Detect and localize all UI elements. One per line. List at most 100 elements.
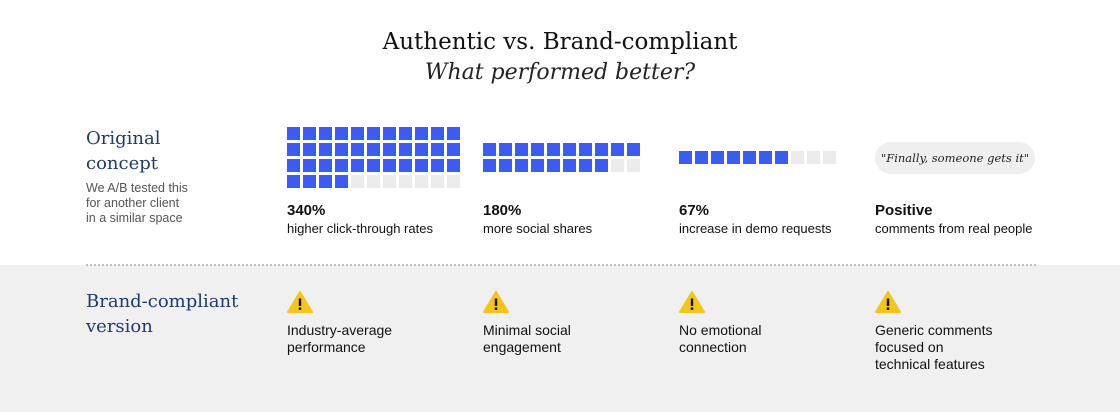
brand-result-3: No emotional connection xyxy=(679,322,829,356)
brand-result-4: Generic comments focused on technical fe… xyxy=(875,322,1025,373)
waffle-cell-filled xyxy=(579,159,592,172)
result-line: Industry-average xyxy=(287,322,393,338)
waffle-cell-empty xyxy=(823,151,836,164)
stat-label-shares: more social shares xyxy=(483,221,593,236)
waffle-cell-filled xyxy=(447,143,460,156)
waffle-cell-filled xyxy=(531,143,544,156)
waffle-cell-empty xyxy=(447,175,460,188)
stat-label-comments: comments from real people xyxy=(875,221,1033,236)
waffle-cell-filled xyxy=(319,143,332,156)
waffle-cell-filled xyxy=(367,127,380,140)
waffle-cell-filled xyxy=(319,175,332,188)
waffle-cell-filled xyxy=(287,175,300,188)
waffle-cell-filled xyxy=(287,127,300,140)
stat-label-demo: increase in demo requests xyxy=(679,221,832,236)
brand-compliant-band xyxy=(0,265,1120,412)
brand-result-2: Minimal social engagement xyxy=(483,322,633,356)
stat-value-comments: Positive xyxy=(875,202,933,219)
waffle-cell-filled xyxy=(531,159,544,172)
original-note: We A/B tested this for another client in… xyxy=(86,181,216,226)
brand-label-line2: version xyxy=(86,316,153,337)
waffle-cell-filled xyxy=(335,127,348,140)
waffle-cell-filled xyxy=(351,143,364,156)
waffle-chart-social-shares xyxy=(483,143,640,172)
waffle-cell-empty xyxy=(415,175,428,188)
brand-result-1: Industry-average performance xyxy=(287,322,437,356)
waffle-cell-filled xyxy=(399,159,412,172)
waffle-cell-filled xyxy=(515,159,528,172)
waffle-cell-empty xyxy=(791,151,804,164)
note-line3: in a similar space xyxy=(86,211,183,225)
warning-icon xyxy=(875,291,901,313)
waffle-cell-filled xyxy=(775,151,788,164)
waffle-cell-empty xyxy=(627,159,640,172)
waffle-cell-empty xyxy=(431,175,444,188)
waffle-cell-filled xyxy=(351,127,364,140)
result-line: performance xyxy=(287,339,366,355)
page-subtitle: What performed better? xyxy=(424,60,696,85)
waffle-cell-filled xyxy=(287,159,300,172)
note-line2: for another client xyxy=(86,196,180,210)
waffle-cell-empty xyxy=(399,175,412,188)
waffle-cell-filled xyxy=(415,127,428,140)
stat-value-ctr: 340% xyxy=(287,202,326,219)
waffle-cell-filled xyxy=(447,159,460,172)
waffle-cell-filled xyxy=(563,159,576,172)
waffle-cell-empty xyxy=(383,175,396,188)
waffle-chart-click-through xyxy=(287,127,460,188)
waffle-cell-filled xyxy=(759,151,772,164)
waffle-cell-filled xyxy=(595,159,608,172)
stat-value-shares: 180% xyxy=(483,202,522,219)
waffle-cell-filled xyxy=(383,143,396,156)
original-label-line1: Original xyxy=(86,128,161,149)
waffle-chart-demo-requests xyxy=(679,151,836,164)
waffle-cell-filled xyxy=(367,159,380,172)
waffle-cell-filled xyxy=(431,159,444,172)
waffle-cell-filled xyxy=(335,159,348,172)
waffle-cell-filled xyxy=(303,175,316,188)
waffle-cell-empty xyxy=(611,159,624,172)
waffle-cell-filled xyxy=(595,143,608,156)
waffle-cell-filled xyxy=(743,151,756,164)
page-title: Authentic vs. Brand-compliant xyxy=(382,29,738,55)
waffle-cell-filled xyxy=(695,151,708,164)
waffle-cell-filled xyxy=(611,143,624,156)
waffle-cell-filled xyxy=(319,127,332,140)
waffle-cell-filled xyxy=(303,143,316,156)
result-line: engagement xyxy=(483,339,561,355)
waffle-cell-filled xyxy=(399,127,412,140)
waffle-cell-empty xyxy=(807,151,820,164)
result-line: connection xyxy=(679,339,747,355)
waffle-cell-filled xyxy=(383,159,396,172)
warning-icon xyxy=(679,291,705,313)
waffle-cell-filled xyxy=(547,143,560,156)
waffle-cell-filled xyxy=(579,143,592,156)
waffle-cell-empty xyxy=(367,175,380,188)
waffle-cell-filled xyxy=(483,143,496,156)
row-divider xyxy=(86,264,1036,266)
warning-icon xyxy=(483,291,509,313)
waffle-cell-filled xyxy=(627,143,640,156)
waffle-cell-filled xyxy=(303,127,316,140)
result-line: Generic comments xyxy=(875,322,993,338)
stat-label-ctr: higher click-through rates xyxy=(287,221,433,236)
note-line1: We A/B tested this xyxy=(86,181,188,195)
original-concept-label: Original concept xyxy=(86,126,160,176)
waffle-cell-filled xyxy=(335,143,348,156)
waffle-cell-filled xyxy=(367,143,380,156)
result-line: No emotional xyxy=(679,322,762,338)
quote-bubble: "Finally, someone gets it" xyxy=(875,142,1035,174)
waffle-cell-filled xyxy=(303,159,316,172)
brand-compliant-label: Brand-compliant version xyxy=(86,289,238,339)
waffle-cell-empty xyxy=(351,175,364,188)
waffle-cell-filled xyxy=(727,151,740,164)
waffle-cell-filled xyxy=(563,143,576,156)
waffle-cell-filled xyxy=(431,127,444,140)
warning-icon xyxy=(287,291,313,313)
waffle-cell-filled xyxy=(383,127,396,140)
waffle-cell-filled xyxy=(399,143,412,156)
waffle-cell-filled xyxy=(415,159,428,172)
result-line: focused on xyxy=(875,339,944,355)
waffle-cell-filled xyxy=(319,159,332,172)
waffle-cell-filled xyxy=(499,159,512,172)
